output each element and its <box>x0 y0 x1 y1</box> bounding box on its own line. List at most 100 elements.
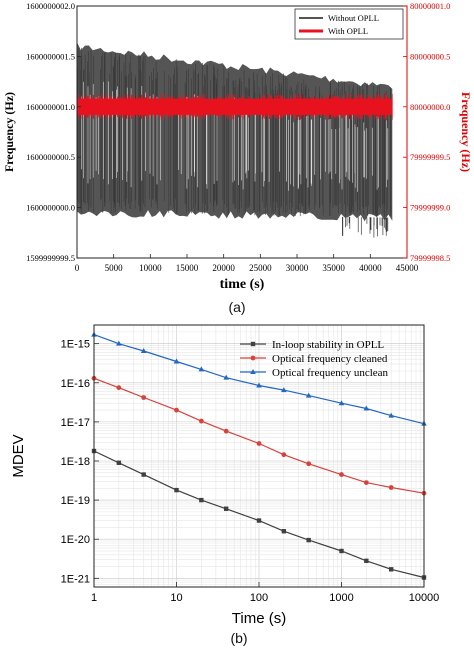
chart-b-xtick-label: 10 <box>170 592 182 604</box>
chart-b-ytick-label: 1E-21 <box>61 573 90 585</box>
chart-b-point <box>141 472 146 477</box>
chart-b-point <box>363 405 370 411</box>
chart-b-point <box>339 472 344 477</box>
chart-b-point <box>198 366 205 372</box>
chart-a-ytick-right-label: 79999998.5 <box>410 253 450 263</box>
chart-b-ytick-label: 1E-18 <box>61 456 90 468</box>
chart-b-point <box>91 375 97 381</box>
chart-a-ticks: 0 5000 10000 15000 20000 25000 30000 35000 40000… <box>26 1 450 273</box>
chart-b-legend-label: Optical frequency unclean <box>272 367 389 379</box>
chart-a-xtick-label: 10000 <box>139 263 162 273</box>
chart-b-ytick-label: 1E-16 <box>61 378 90 390</box>
chart-a-ytick-label: 1600000001.5 <box>26 51 75 61</box>
chart-b-point <box>339 548 344 554</box>
caption-b: (b) <box>230 630 248 646</box>
chart-b-point <box>388 567 394 572</box>
chart-a-ytick-label: 1600000002.0 <box>26 1 75 11</box>
chart-b-ytick-label: 1E-19 <box>61 495 90 507</box>
chart-a: 0 5000 10000 15000 20000 25000 30000 35000 40000… <box>0 0 474 300</box>
chart-b-series-line-2 <box>93 377 425 494</box>
chart-b-series <box>91 331 427 580</box>
chart-b-point <box>363 480 369 486</box>
chart-b-xtick-label: 100 <box>250 592 268 604</box>
chart-b-point <box>223 506 229 511</box>
chart-a-xtick-label: 15000 <box>176 263 199 273</box>
chart-a-xtick-label: 20000 <box>212 263 235 273</box>
chart-b-xtick-label: 10000 <box>409 592 440 604</box>
chart-b-point <box>421 490 427 496</box>
chart-a-ytick-right-label: 79999999.5 <box>410 152 450 162</box>
chart-b-point <box>140 347 147 353</box>
chart-a-xtick-label: 45000 <box>396 263 419 273</box>
chart-b-point <box>256 382 262 388</box>
chart-b-point <box>256 518 262 523</box>
chart-b-legend-marker <box>250 341 256 347</box>
chart-b-point <box>174 407 179 413</box>
chart-b-point <box>198 418 204 424</box>
chart-b-point <box>281 529 287 534</box>
series-without-opll-gaps <box>81 81 389 192</box>
chart-a-xtick-label: 5000 <box>105 263 124 273</box>
series-without-opll-spikes <box>342 216 389 238</box>
chart-a-ytick-right-label: 80000000.0 <box>410 102 450 112</box>
chart-a-ylabel: Frequency (Hz) <box>2 92 16 172</box>
chart-a-ytick-right-label: 79999999.0 <box>410 203 450 213</box>
chart-b-point <box>116 460 122 465</box>
chart-b-point <box>173 358 180 364</box>
chart-b-frame <box>93 324 425 588</box>
legend-label-with-opll: With OPLL <box>328 26 368 36</box>
chart-b-point <box>223 374 229 380</box>
chart-a-legend-box <box>294 8 404 40</box>
legend-label-without-opll: Without OPLL <box>328 13 379 23</box>
chart-b-point <box>256 441 262 446</box>
chart-a-ytick-label: 1599999999.5 <box>26 253 75 263</box>
chart-a-ytick-label: 1600000000.0 <box>26 203 75 213</box>
chart-b-ytick-label: 1E-20 <box>61 534 90 546</box>
chart-a-plot-area <box>76 42 393 238</box>
chart-b-xlabel: Time (s) <box>232 610 286 627</box>
chart-b-legend-label: In-loop stability in OPLL <box>272 339 384 351</box>
chart-b-point <box>91 331 97 337</box>
chart-b-ytick-label: 1E-17 <box>61 417 90 429</box>
chart-b-point <box>306 461 312 467</box>
chart-a-xtick-label: 35000 <box>322 263 345 273</box>
chart-b-point <box>388 412 394 418</box>
chart-b-legend-marker <box>250 355 256 361</box>
chart-b-point <box>116 340 122 346</box>
chart-b-point <box>388 485 394 490</box>
chart-b-grid <box>93 325 424 588</box>
chart-b-point <box>281 387 287 393</box>
chart-b-point <box>91 448 97 454</box>
chart-b-point <box>305 392 312 398</box>
chart-b-ylabel: MDEV <box>10 434 27 477</box>
chart-a-ylabel-right: Frequency (Hz) <box>459 92 473 172</box>
chart-b-ytick-label: 1E-15 <box>61 339 90 351</box>
chart-b-ticks: 1 10 100 1000 10000 1E-21 1E-20 1E-19 1E-18 1E-17… <box>61 339 440 604</box>
chart-b-series-line-1 <box>93 450 425 579</box>
chart-b-point <box>421 420 427 426</box>
chart-b-point <box>281 452 287 458</box>
chart-b-point <box>174 487 179 493</box>
chart-b-xtick-label: 1000 <box>329 592 353 604</box>
chart-b-point <box>338 400 345 406</box>
chart-b-series-line-3 <box>93 334 425 425</box>
chart-a-ytick-right-label: 80000001.0 <box>410 1 450 11</box>
chart-b-point <box>199 497 204 503</box>
chart-b-point <box>223 428 229 434</box>
chart-a-legend: Without OPLL With OPLL <box>294 8 404 40</box>
chart-a-xtick-label: 25000 <box>249 263 272 273</box>
chart-b-point <box>306 537 311 543</box>
chart-b-point <box>116 385 122 391</box>
chart-a-xtick-label: 30000 <box>286 263 309 273</box>
chart-a-ytick-label: 1600000001.0 <box>26 102 75 112</box>
chart-a-ytick-label: 1600000000.5 <box>26 152 75 162</box>
chart-a-ytick-right-label: 80000000.5 <box>410 51 450 61</box>
chart-a-xtick-label: 0 <box>75 263 80 273</box>
chart-a-xlabel: time (s) <box>220 277 265 292</box>
chart-b-legend-label: Optical frequency cleaned <box>272 353 388 365</box>
chart-b-point <box>421 575 427 580</box>
chart-b-legend-marker <box>250 369 256 374</box>
chart-b-point <box>141 395 147 400</box>
caption-a: (a) <box>228 299 246 315</box>
chart-a-xtick-label: 40000 <box>359 263 382 273</box>
